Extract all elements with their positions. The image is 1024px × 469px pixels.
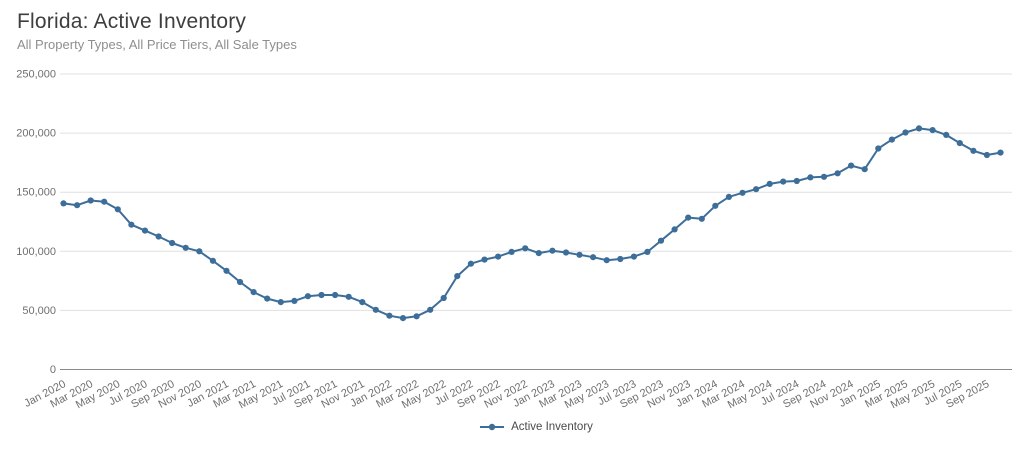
data-point[interactable] <box>915 125 923 132</box>
y-tick-label: 0 <box>50 364 56 376</box>
y-tick-label: 150,000 <box>16 187 56 199</box>
data-point[interactable] <box>766 180 773 187</box>
data-point[interactable] <box>970 147 977 154</box>
chart-subtitle: All Property Types, All Price Tiers, All… <box>17 37 297 52</box>
data-point[interactable] <box>590 254 597 261</box>
data-point[interactable] <box>807 174 814 181</box>
data-point[interactable] <box>467 260 474 267</box>
data-point[interactable] <box>562 249 570 256</box>
chart-title: Florida: Active Inventory <box>17 10 247 33</box>
data-point[interactable] <box>848 162 855 169</box>
data-point[interactable] <box>522 245 529 252</box>
data-point[interactable] <box>671 226 678 233</box>
data-point[interactable] <box>413 313 420 320</box>
legend-item-active-inventory: Active Inventory <box>480 421 593 433</box>
data-point[interactable] <box>983 151 991 159</box>
data-point[interactable] <box>304 293 311 300</box>
data-point[interactable] <box>929 127 936 134</box>
data-point[interactable] <box>74 202 81 209</box>
data-point[interactable] <box>793 177 800 185</box>
data-point[interactable] <box>481 256 488 263</box>
data-point[interactable] <box>264 295 271 302</box>
data-point[interactable] <box>60 200 67 207</box>
y-tick-label: 200,000 <box>16 128 56 140</box>
data-point[interactable] <box>780 178 787 185</box>
data-point[interactable] <box>114 206 121 213</box>
data-point[interactable] <box>196 248 203 255</box>
legend-line-marker-icon <box>480 423 505 431</box>
data-point[interactable] <box>155 233 162 240</box>
chart-header: Florida: Active Inventory All Property T… <box>17 9 297 53</box>
data-point[interactable] <box>169 239 176 247</box>
data-point[interactable] <box>372 306 379 313</box>
data-point[interactable] <box>182 244 189 251</box>
y-tick-label: 100,000 <box>16 246 56 258</box>
data-point[interactable] <box>820 173 828 180</box>
y-tick-label: 250,000 <box>16 69 56 81</box>
data-point[interactable] <box>834 170 841 177</box>
data-point[interactable] <box>386 312 393 319</box>
data-point[interactable] <box>495 253 502 260</box>
data-point[interactable] <box>617 255 624 263</box>
y-tick-label: 50,000 <box>22 305 56 317</box>
data-point[interactable] <box>399 315 407 322</box>
data-point[interactable] <box>576 251 583 258</box>
data-point[interactable] <box>318 291 325 299</box>
data-point[interactable] <box>128 221 135 228</box>
data-point[interactable] <box>603 257 610 264</box>
data-point[interactable] <box>888 136 896 143</box>
data-point[interactable] <box>535 250 542 257</box>
data-point[interactable] <box>345 293 352 300</box>
data-point[interactable] <box>861 166 868 173</box>
data-point[interactable] <box>101 198 108 205</box>
data-point[interactable] <box>440 294 447 302</box>
data-point[interactable] <box>87 197 94 204</box>
data-point[interactable] <box>359 299 366 306</box>
data-point[interactable] <box>657 237 665 244</box>
series-line-active-inventory <box>62 127 1002 320</box>
data-point[interactable] <box>902 129 909 136</box>
data-point[interactable] <box>332 291 339 299</box>
data-point[interactable] <box>454 273 461 280</box>
data-point[interactable] <box>630 253 638 260</box>
data-point[interactable] <box>277 299 284 306</box>
data-point[interactable] <box>753 186 760 193</box>
data-point[interactable] <box>141 227 149 234</box>
data-point[interactable] <box>508 248 515 255</box>
data-point[interactable] <box>427 306 434 313</box>
data-point[interactable] <box>698 215 705 222</box>
data-point[interactable] <box>739 189 746 196</box>
data-point[interactable] <box>644 248 651 255</box>
data-point[interactable] <box>250 289 257 296</box>
data-point[interactable] <box>549 247 556 254</box>
data-point[interactable] <box>685 214 692 221</box>
chart-legend: Active Inventory <box>63 421 1010 433</box>
data-point[interactable] <box>943 131 950 138</box>
data-point[interactable] <box>712 202 719 209</box>
legend-item-label: Active Inventory <box>511 421 593 433</box>
data-point[interactable] <box>209 257 216 264</box>
data-point[interactable] <box>291 297 298 304</box>
data-point[interactable] <box>236 278 244 286</box>
data-point[interactable] <box>223 267 230 274</box>
data-point[interactable] <box>725 193 733 200</box>
data-point[interactable] <box>956 140 963 147</box>
data-point[interactable] <box>875 145 882 152</box>
data-point[interactable] <box>997 149 1004 156</box>
